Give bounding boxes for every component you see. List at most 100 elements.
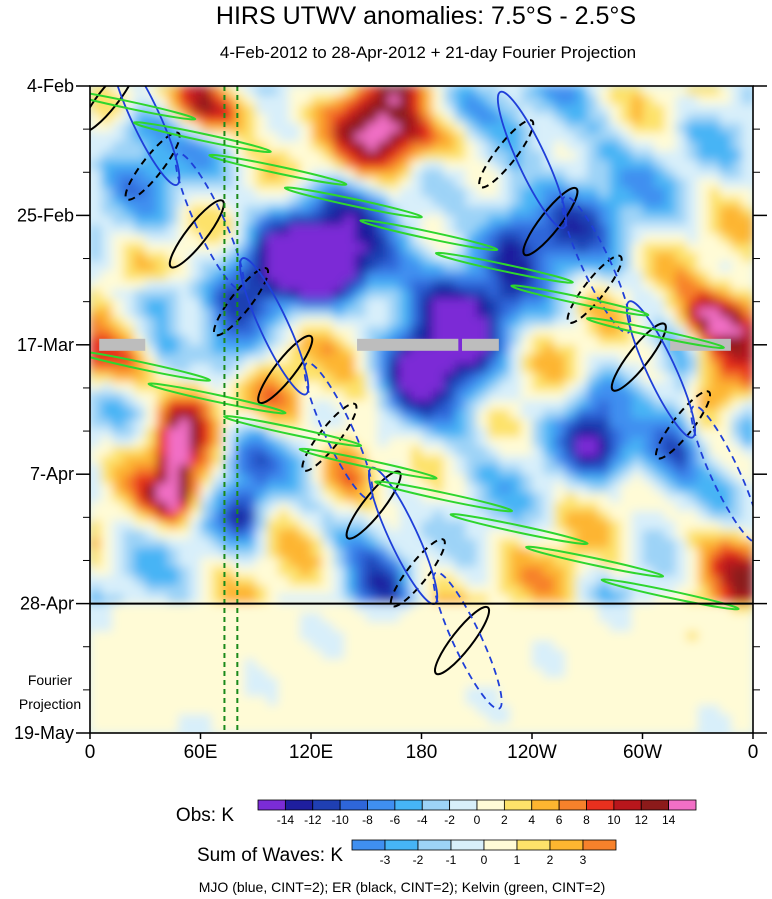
heatmap-cell — [222, 520, 235, 531]
heatmap-cell — [145, 132, 157, 143]
heatmap-cell — [631, 215, 644, 226]
heatmap-cell — [565, 159, 577, 170]
heatmap-cell — [421, 391, 434, 401]
heatmap-cell — [432, 585, 445, 595]
heatmap-cell — [388, 548, 400, 558]
colorbar-tick-label: 10 — [607, 813, 621, 827]
heatmap-cell — [399, 631, 412, 642]
heatmap-cell — [543, 437, 555, 448]
heatmap-cell — [686, 206, 699, 216]
heatmap-cell — [543, 298, 555, 309]
heatmap-cell — [388, 677, 400, 688]
heatmap-cell — [399, 705, 412, 716]
heatmap-cell — [244, 86, 257, 96]
heatmap-cell — [200, 483, 213, 494]
heatmap-cell — [675, 132, 688, 143]
heatmap-cell — [454, 243, 467, 253]
heatmap-cell — [730, 178, 743, 189]
heatmap-cell — [377, 233, 389, 244]
heatmap-cell — [355, 326, 367, 337]
heatmap-cell — [189, 196, 202, 207]
heatmap-cell — [708, 418, 721, 429]
heatmap-cell — [377, 723, 389, 733]
x-tick-label: 180 — [406, 742, 438, 763]
heatmap-cell — [233, 455, 246, 466]
heatmap-cell — [112, 464, 124, 475]
heatmap-cell — [388, 113, 400, 124]
heatmap-cell — [399, 723, 412, 733]
heatmap-cell — [134, 566, 146, 577]
heatmap-cell — [620, 409, 633, 420]
heatmap-cell — [432, 252, 445, 263]
heatmap-cell — [189, 261, 202, 272]
heatmap-cell — [719, 224, 732, 235]
heatmap-cell — [708, 206, 721, 216]
heatmap-cell — [333, 95, 345, 106]
kelvin-contour — [298, 447, 438, 480]
heatmap-cell — [388, 141, 400, 152]
heatmap-cell — [576, 159, 588, 170]
heatmap-cell — [509, 233, 522, 244]
heatmap-cell — [233, 344, 246, 355]
heatmap-cell — [299, 326, 312, 337]
heatmap-cell — [101, 464, 113, 475]
heatmap-cell — [576, 446, 588, 457]
heatmap-cell — [587, 95, 599, 106]
heatmap-cell — [642, 243, 655, 253]
heatmap-cell — [90, 104, 102, 115]
heatmap-cell — [344, 566, 356, 577]
colorbar-swatch — [483, 839, 518, 851]
heatmap-cell — [631, 677, 644, 688]
heatmap-cell — [222, 178, 235, 189]
heatmap-cell — [189, 594, 202, 605]
heatmap-cell — [554, 548, 566, 558]
heatmap-cell — [631, 538, 644, 549]
heatmap-cell — [222, 289, 235, 300]
heatmap-cell — [288, 354, 301, 364]
heatmap-cell — [255, 363, 268, 374]
heatmap-cell — [288, 150, 301, 161]
heatmap-cell — [311, 474, 323, 485]
heatmap-cell — [465, 603, 478, 614]
heatmap-cell — [609, 511, 621, 522]
heatmap-cell — [112, 446, 124, 457]
heatmap-cell — [299, 603, 312, 614]
heatmap-cell — [498, 224, 511, 235]
heatmap-cell — [620, 113, 633, 124]
heatmap-cell — [697, 215, 710, 226]
heatmap-cell — [730, 548, 743, 558]
heatmap-cell — [178, 261, 191, 272]
heatmap-cell — [741, 501, 753, 512]
heatmap-cell — [730, 132, 743, 143]
heatmap-cell — [178, 243, 191, 253]
heatmap-cell — [299, 548, 312, 558]
heatmap-cell — [200, 252, 213, 263]
heatmap-cell — [388, 95, 400, 106]
heatmap-cell — [112, 206, 124, 216]
heatmap-cell — [189, 474, 202, 485]
heatmap-cell — [299, 696, 312, 706]
heatmap-cell — [741, 270, 753, 281]
heatmap-cell — [222, 622, 235, 632]
heatmap-cell — [377, 511, 389, 522]
heatmap-cell — [642, 187, 655, 198]
heatmap-cell — [664, 696, 677, 706]
heatmap-cell — [101, 280, 113, 290]
heatmap-cell — [189, 243, 202, 253]
heatmap-cell — [587, 464, 599, 475]
heatmap-cell — [443, 464, 456, 475]
heatmap-cell — [730, 307, 743, 318]
heatmap-cell — [322, 298, 334, 309]
heatmap-cell — [642, 603, 655, 614]
heatmap-cell — [664, 261, 677, 272]
heatmap-cell — [344, 557, 356, 568]
heatmap-cell — [719, 714, 732, 725]
heatmap-cell — [653, 668, 666, 679]
heatmap-cell — [498, 132, 511, 143]
heatmap-cell — [454, 474, 467, 485]
heatmap-cell — [388, 631, 400, 642]
heatmap-cell — [410, 696, 423, 706]
heatmap-cell — [222, 483, 235, 494]
heatmap-cell — [112, 317, 124, 327]
heatmap-cell — [222, 437, 235, 448]
